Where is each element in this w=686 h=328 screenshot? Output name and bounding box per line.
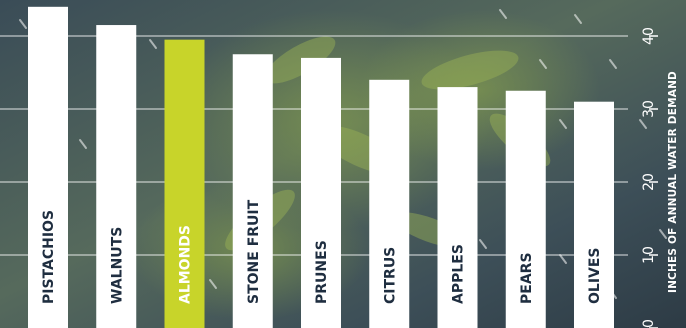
bar-pistachios (28, 6, 68, 328)
y-axis-title: INCHES OF ANNUAL WATER DEMAND (667, 71, 679, 293)
bar-label-prunes: PRUNES (314, 240, 330, 304)
bar-label-pears: PEARS (519, 252, 535, 304)
y-axis: 0 10 20 30 40 (641, 27, 658, 328)
bar-stone-fruit (232, 54, 273, 328)
bar-almonds (164, 39, 205, 328)
bar-label-walnuts: WALNUTS (109, 227, 125, 304)
y-tick-label-40: 40 (641, 27, 657, 45)
y-tick-label-10: 10 (641, 246, 657, 264)
bar-apples (437, 87, 478, 328)
bar-citrus (369, 79, 410, 328)
y-tick-label-30: 30 (641, 100, 657, 118)
bar-label-citrus: CITRUS (382, 247, 398, 304)
bar-label-apples: APPLES (451, 244, 467, 304)
bars: PISTACHIOS WALNUTS ALMONDS STONE FRUIT PRUNE… (28, 6, 614, 328)
bar-label-stone-fruit: STONE FRUIT (246, 199, 262, 304)
bar-pears (505, 90, 546, 328)
bar-prunes (301, 57, 341, 328)
y-tick-label-0: 0 (641, 319, 657, 328)
bar-olives (574, 101, 614, 328)
bar-walnuts (96, 25, 137, 328)
y-tick-label-20: 20 (641, 173, 657, 191)
bar-label-almonds: ALMONDS (178, 225, 194, 304)
bar-label-pistachios: PISTACHIOS (41, 210, 57, 304)
bar-label-olives: OLIVES (587, 247, 603, 304)
